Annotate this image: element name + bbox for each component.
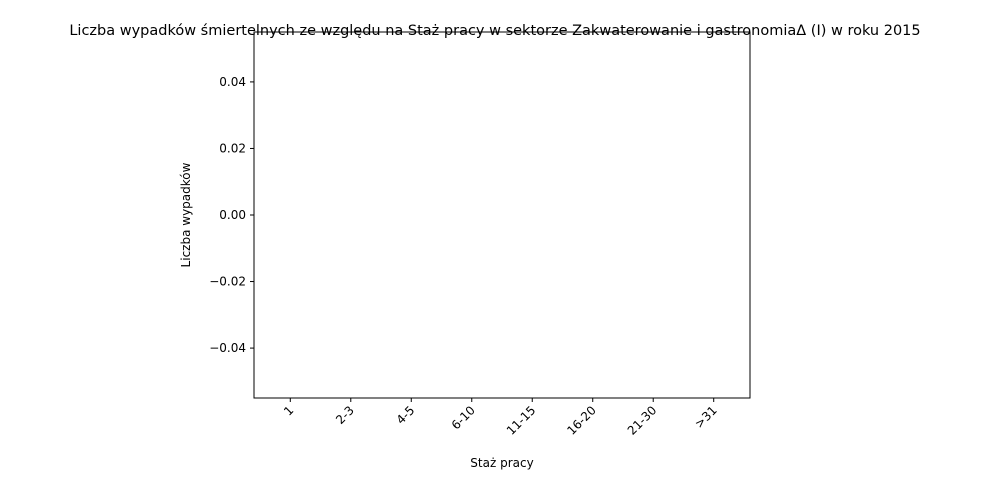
x-axis: 1 2-3 4-5 6-10 11-15 16-20 21-30 >31 bbox=[281, 398, 720, 438]
y-axis-label: Liczba wypadków bbox=[179, 162, 193, 267]
x-tick-label: 16-20 bbox=[564, 403, 599, 438]
y-tick-label: 0.02 bbox=[219, 141, 246, 155]
y-tick-label: 0.00 bbox=[219, 208, 246, 222]
plot-area bbox=[253, 31, 751, 399]
x-tick-label: 1 bbox=[281, 403, 296, 418]
x-tick-label: 21-30 bbox=[625, 403, 660, 438]
x-tick-label: 6-10 bbox=[449, 403, 478, 432]
x-tick-label: >31 bbox=[692, 403, 720, 431]
x-tick-label: 2-3 bbox=[333, 403, 357, 427]
x-axis-label: Staż pracy bbox=[470, 456, 533, 470]
y-axis: −0.04 −0.02 0.00 0.02 0.04 bbox=[209, 75, 254, 355]
x-tick-label: 4-5 bbox=[394, 403, 418, 427]
chart-title: Liczba wypadków śmiertelnych ze względu … bbox=[69, 23, 920, 39]
y-tick-label: −0.02 bbox=[209, 275, 246, 289]
y-tick-label: 0.04 bbox=[219, 75, 246, 89]
x-tick-label: 11-15 bbox=[504, 403, 539, 438]
y-tick-label: −0.04 bbox=[209, 341, 246, 355]
